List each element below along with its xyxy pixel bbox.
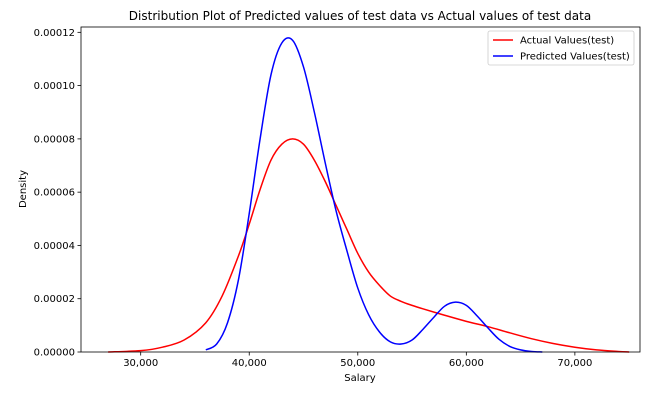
chart-title: Distribution Plot of Predicted values of… <box>129 9 591 23</box>
x-tick-label: 40,000 <box>232 358 267 369</box>
y-tick-label: 0.00004 <box>34 241 75 252</box>
plot-frame <box>80 26 641 353</box>
y-tick-label: 0.00008 <box>34 134 75 145</box>
legend-label: Predicted Values(test) <box>520 52 630 63</box>
x-axis-label: Salary <box>344 373 375 384</box>
legend-label: Actual Values(test) <box>520 36 614 47</box>
series-line-actual <box>108 138 630 353</box>
plot-area: 30,000 40,000 50,000 60,000 70,000 0.00000 0.0… <box>34 26 641 369</box>
y-tick-label: 0.00006 <box>34 188 75 199</box>
series-line-predicted <box>205 37 543 353</box>
x-tick-label: 50,000 <box>340 358 375 369</box>
y-tick-label: 0.00000 <box>34 348 75 359</box>
y-axis-label: Density <box>18 170 29 208</box>
x-tick-label: 30,000 <box>123 358 158 369</box>
y-tick-label: 0.00002 <box>34 294 75 305</box>
x-tick-label: 60,000 <box>449 358 484 369</box>
legend-box <box>487 30 635 66</box>
legend: Actual Values(test) Predicted Values(test… <box>487 30 635 66</box>
y-tick-label: 0.00010 <box>34 81 75 92</box>
y-tick-label: 0.00012 <box>34 28 75 39</box>
x-tick-label: 70,000 <box>557 358 592 369</box>
